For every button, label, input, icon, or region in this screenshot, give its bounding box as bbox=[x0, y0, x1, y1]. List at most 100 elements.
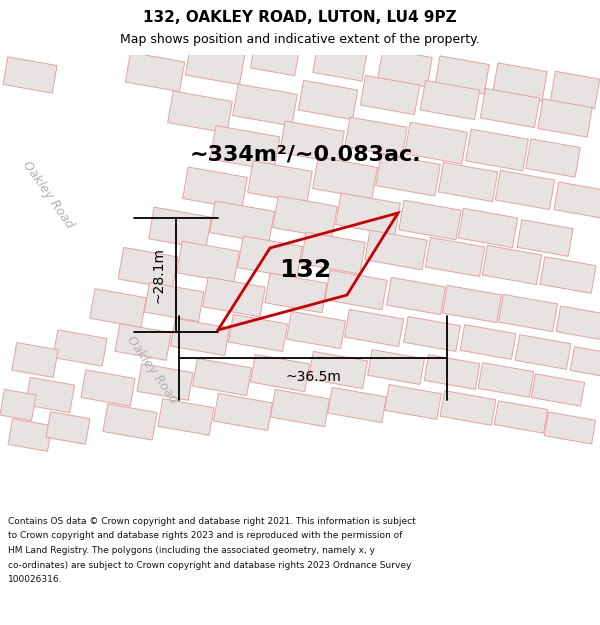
Polygon shape bbox=[233, 84, 298, 126]
Text: Oakley Road: Oakley Road bbox=[124, 334, 180, 406]
Polygon shape bbox=[493, 63, 547, 101]
Polygon shape bbox=[478, 362, 534, 398]
Polygon shape bbox=[570, 347, 600, 378]
Polygon shape bbox=[286, 311, 346, 349]
Polygon shape bbox=[0, 55, 80, 80]
Polygon shape bbox=[538, 99, 592, 137]
Polygon shape bbox=[399, 200, 461, 240]
Polygon shape bbox=[421, 81, 479, 119]
Polygon shape bbox=[46, 412, 90, 444]
Polygon shape bbox=[526, 139, 580, 177]
Polygon shape bbox=[203, 278, 265, 317]
Polygon shape bbox=[250, 40, 299, 76]
Polygon shape bbox=[170, 318, 230, 356]
Polygon shape bbox=[325, 270, 387, 310]
Polygon shape bbox=[466, 129, 529, 171]
Polygon shape bbox=[540, 257, 596, 293]
Polygon shape bbox=[313, 157, 377, 199]
Polygon shape bbox=[344, 309, 404, 347]
Polygon shape bbox=[271, 389, 329, 427]
Polygon shape bbox=[214, 393, 272, 431]
Polygon shape bbox=[118, 248, 178, 289]
Polygon shape bbox=[265, 273, 327, 312]
Polygon shape bbox=[182, 167, 247, 209]
Polygon shape bbox=[115, 324, 171, 360]
Polygon shape bbox=[313, 43, 367, 81]
Polygon shape bbox=[335, 193, 400, 235]
Polygon shape bbox=[12, 342, 58, 377]
Polygon shape bbox=[238, 236, 302, 278]
Polygon shape bbox=[272, 196, 337, 238]
Polygon shape bbox=[229, 314, 287, 352]
Polygon shape bbox=[376, 154, 440, 196]
Polygon shape bbox=[494, 401, 548, 433]
Text: Oakley Road: Oakley Road bbox=[20, 159, 76, 231]
Text: 132, OAKLEY ROAD, LUTON, LU4 9PZ: 132, OAKLEY ROAD, LUTON, LU4 9PZ bbox=[143, 9, 457, 24]
Polygon shape bbox=[137, 364, 193, 400]
Polygon shape bbox=[515, 334, 571, 369]
Text: ~28.1m: ~28.1m bbox=[152, 247, 166, 303]
Polygon shape bbox=[482, 246, 542, 284]
Polygon shape bbox=[81, 370, 135, 406]
Polygon shape bbox=[53, 330, 107, 366]
Polygon shape bbox=[3, 57, 57, 93]
Polygon shape bbox=[440, 391, 496, 426]
Polygon shape bbox=[149, 208, 211, 249]
Polygon shape bbox=[250, 354, 310, 392]
Polygon shape bbox=[55, 55, 200, 455]
Polygon shape bbox=[176, 241, 239, 282]
Text: 100026316.: 100026316. bbox=[8, 575, 62, 584]
Text: ~334m²/~0.083ac.: ~334m²/~0.083ac. bbox=[189, 145, 421, 165]
Polygon shape bbox=[361, 76, 419, 114]
Polygon shape bbox=[167, 91, 232, 133]
Text: ~36.5m: ~36.5m bbox=[285, 370, 341, 384]
Polygon shape bbox=[209, 201, 274, 243]
Polygon shape bbox=[424, 354, 480, 389]
Polygon shape bbox=[442, 286, 502, 322]
Polygon shape bbox=[158, 399, 214, 435]
Polygon shape bbox=[8, 419, 52, 451]
Polygon shape bbox=[25, 378, 74, 412]
Polygon shape bbox=[0, 389, 36, 421]
Polygon shape bbox=[365, 230, 427, 270]
Polygon shape bbox=[496, 171, 554, 209]
Polygon shape bbox=[210, 126, 280, 171]
Polygon shape bbox=[458, 209, 518, 248]
Polygon shape bbox=[550, 71, 600, 109]
Polygon shape bbox=[425, 238, 485, 276]
Text: Map shows position and indicative extent of the property.: Map shows position and indicative extent… bbox=[120, 32, 480, 46]
Polygon shape bbox=[248, 161, 313, 203]
Polygon shape bbox=[0, 55, 85, 120]
Polygon shape bbox=[404, 317, 460, 351]
Text: HM Land Registry. The polygons (including the associated geometry, namely x, y: HM Land Registry. The polygons (includin… bbox=[8, 546, 375, 555]
Polygon shape bbox=[385, 384, 442, 419]
Polygon shape bbox=[554, 182, 600, 218]
Polygon shape bbox=[531, 374, 585, 406]
Polygon shape bbox=[301, 232, 365, 274]
Polygon shape bbox=[368, 349, 424, 384]
Polygon shape bbox=[125, 52, 185, 91]
Polygon shape bbox=[185, 46, 245, 84]
Polygon shape bbox=[439, 162, 497, 201]
Text: Contains OS data © Crown copyright and database right 2021. This information is : Contains OS data © Crown copyright and d… bbox=[8, 517, 416, 526]
Polygon shape bbox=[386, 278, 446, 314]
Polygon shape bbox=[460, 324, 516, 359]
Polygon shape bbox=[328, 388, 386, 422]
Polygon shape bbox=[556, 306, 600, 340]
Polygon shape bbox=[145, 282, 203, 321]
Polygon shape bbox=[499, 294, 557, 332]
Polygon shape bbox=[378, 49, 432, 87]
Polygon shape bbox=[103, 404, 157, 440]
Polygon shape bbox=[308, 351, 368, 389]
Polygon shape bbox=[517, 220, 573, 256]
Text: to Crown copyright and database rights 2023 and is reproduced with the permissio: to Crown copyright and database rights 2… bbox=[8, 531, 403, 541]
Polygon shape bbox=[345, 118, 407, 157]
Polygon shape bbox=[544, 412, 596, 444]
Polygon shape bbox=[481, 89, 539, 127]
Polygon shape bbox=[280, 121, 344, 163]
Polygon shape bbox=[404, 122, 467, 164]
Polygon shape bbox=[193, 358, 251, 396]
Polygon shape bbox=[435, 56, 489, 94]
Polygon shape bbox=[298, 81, 358, 119]
Text: co-ordinates) are subject to Crown copyright and database rights 2023 Ordnance S: co-ordinates) are subject to Crown copyr… bbox=[8, 561, 412, 569]
